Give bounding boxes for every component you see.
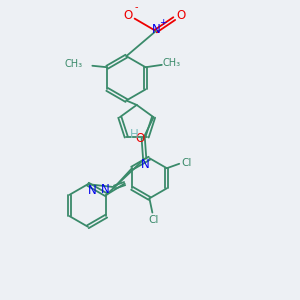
Text: +: + [159,18,166,27]
Text: O: O [135,132,145,145]
Text: N: N [152,23,160,36]
Text: -: - [134,2,138,12]
Text: Cl: Cl [182,158,192,168]
Text: O: O [124,8,133,22]
Text: H: H [129,128,138,141]
Text: N: N [141,158,150,171]
Text: N: N [100,183,109,196]
Text: N: N [88,184,97,197]
Text: O: O [176,8,185,22]
Text: Cl: Cl [149,215,159,225]
Text: CH₃: CH₃ [64,59,82,69]
Text: CH₃: CH₃ [162,58,180,68]
